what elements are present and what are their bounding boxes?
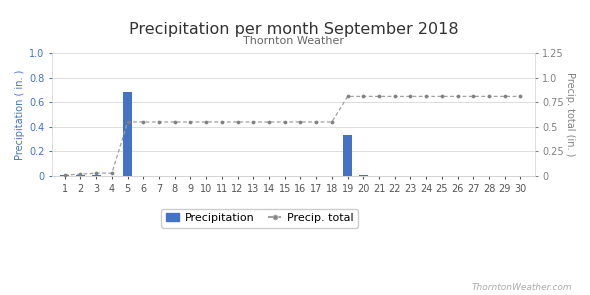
- Precip. total: [77, 172, 84, 176]
- Text: Thornton Weather: Thornton Weather: [243, 36, 344, 46]
- Precip. total: [281, 120, 289, 124]
- Precip. total: [61, 173, 68, 177]
- Precip. total: [156, 120, 163, 124]
- Precip. total: [344, 95, 351, 98]
- Precip. total: [250, 120, 257, 124]
- Precip. total: [375, 95, 382, 98]
- Legend: Precipitation, Precip. total: Precipitation, Precip. total: [162, 209, 358, 227]
- Precip. total: [517, 95, 524, 98]
- Precip. total: [234, 120, 241, 124]
- Precip. total: [470, 95, 477, 98]
- Precip. total: [109, 171, 116, 175]
- Precip. total: [502, 95, 509, 98]
- Precip. total: [313, 120, 320, 124]
- Precip. total: [124, 120, 131, 124]
- Precip. total: [454, 95, 461, 98]
- Y-axis label: Precipitation ( in. ): Precipitation ( in. ): [15, 69, 25, 160]
- Precip. total: [140, 120, 147, 124]
- Precip. total: [93, 171, 100, 175]
- Precip. total: [329, 120, 336, 124]
- Precip. total: [187, 120, 194, 124]
- Bar: [76, 175, 85, 176]
- Bar: [60, 175, 69, 176]
- Precip. total: [422, 95, 430, 98]
- Precip. total: [202, 120, 209, 124]
- Title: Precipitation per month September 2018: Precipitation per month September 2018: [129, 22, 458, 37]
- Bar: [123, 92, 132, 176]
- Precip. total: [360, 95, 367, 98]
- Bar: [359, 175, 368, 176]
- Bar: [343, 135, 352, 176]
- Y-axis label: Precip. total (in. ): Precip. total (in. ): [565, 72, 575, 157]
- Precip. total: [486, 95, 493, 98]
- Precip. total: [266, 120, 273, 124]
- Precip. total: [297, 120, 304, 124]
- Text: ThorntonWeather.com: ThorntonWeather.com: [471, 283, 572, 292]
- Precip. total: [391, 95, 398, 98]
- Bar: [92, 175, 100, 176]
- Precip. total: [407, 95, 414, 98]
- Line: Precip. total: Precip. total: [63, 95, 522, 177]
- Precip. total: [438, 95, 445, 98]
- Precip. total: [218, 120, 225, 124]
- Precip. total: [171, 120, 178, 124]
